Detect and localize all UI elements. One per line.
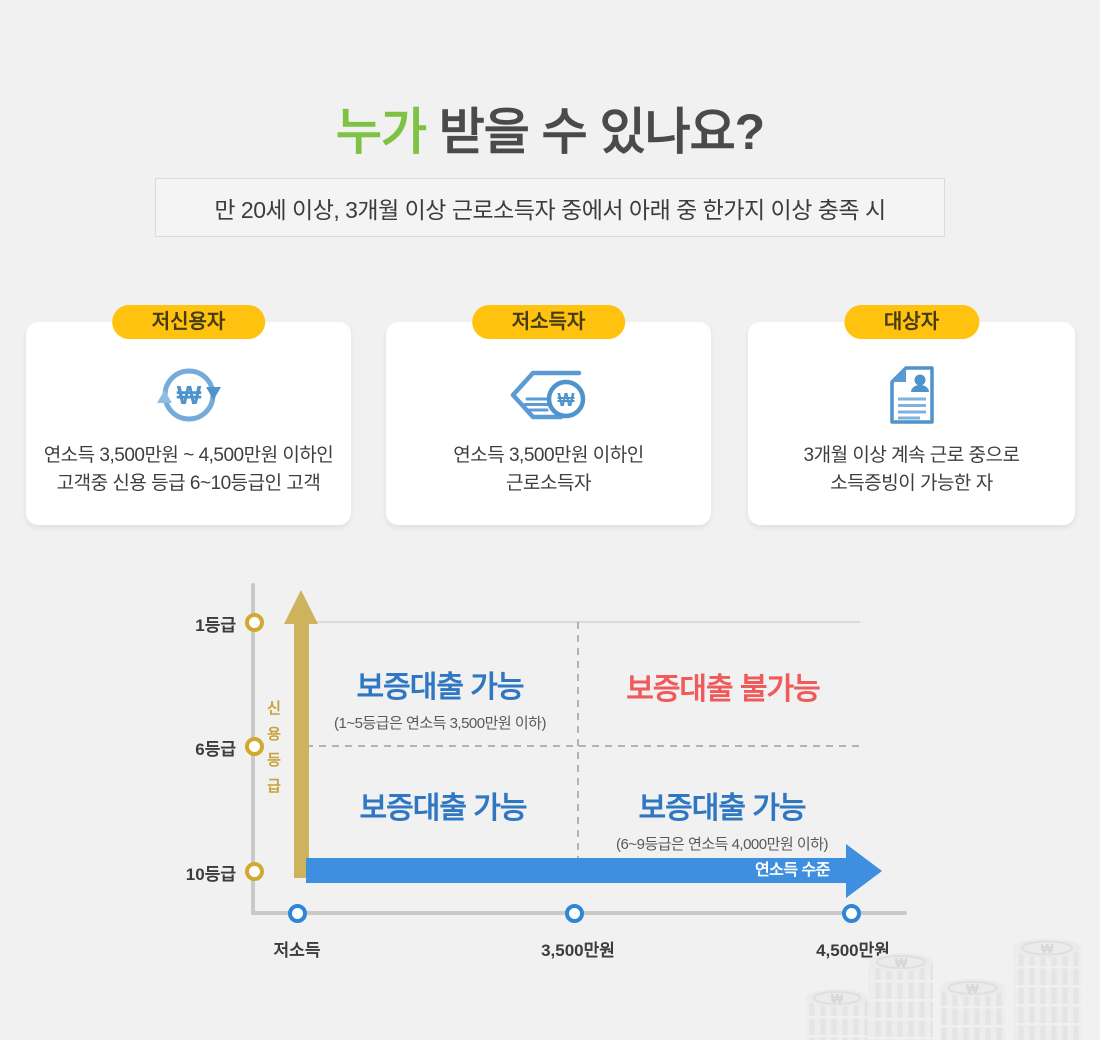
svg-text:₩: ₩ xyxy=(1041,941,1054,956)
x-tick-marker-low-income xyxy=(288,904,307,923)
income-3500-dashed-line xyxy=(577,622,579,858)
title-highlight: 누가 xyxy=(335,104,427,160)
x-tick-label: 3,500만원 xyxy=(541,941,615,960)
x-axis-label: 연소득 수준 xyxy=(754,862,831,879)
card-description-line2: 근로소득자 xyxy=(506,473,591,494)
card-description-line1: 연소득 3,500만원 ~ 4,500만원 이하인 xyxy=(43,445,334,466)
y-axis-label: 신용등급 xyxy=(267,700,281,795)
quadrant-title: 보증대출 가능 xyxy=(356,671,525,704)
card-description: 연소득 3,500만원 이하인 근로소득자 xyxy=(386,442,711,498)
card-description-line2: 소득증빙이 가능한 자 xyxy=(830,473,993,494)
quadrant-title: 보증대출 가능 xyxy=(359,792,528,825)
svg-text:₩: ₩ xyxy=(176,380,201,410)
credit-grade-arrow-head xyxy=(284,590,318,624)
card-description-line2: 고객중 신용 등급 6~10등급인 고객 xyxy=(56,473,321,494)
quadrant-caption: (1~5등급은 연소득 3,500만원 이하) xyxy=(334,715,546,732)
card-description-line1: 3개월 이상 계속 근로 중으로 xyxy=(803,445,1020,466)
card-target-person: 대상자 3개월 이상 계속 근로 중으로 소득증빙이 가능한 자 xyxy=(748,305,1075,525)
eligibility-condition-text: 만 20세 이상, 3개월 이상 근로소득자 중에서 아래 중 한가지 이상 충… xyxy=(214,196,886,223)
card-description: 3개월 이상 계속 근로 중으로 소득증빙이 가능한 자 xyxy=(748,442,1075,498)
svg-text:₩: ₩ xyxy=(831,991,844,1006)
quadrant-top-left: 보증대출 가능 (1~5등급은 연소득 3,500만원 이하) xyxy=(334,662,546,733)
coin-stack: ₩ xyxy=(806,989,868,1040)
coin-stack: ₩ xyxy=(869,953,933,1040)
grade1-gridline xyxy=(306,621,860,623)
grade6-dashed-line xyxy=(306,745,860,747)
income-level-arrow: 연소득 수준 xyxy=(306,858,846,883)
page-title: 누가 받을 수 있나요? xyxy=(0,92,1100,164)
y-tick-marker-grade6 xyxy=(245,737,264,756)
card-low-credit: 저신용자 ₩ 연소득 3,500만원 ~ 4,500만원 이하인 고객중 신용 … xyxy=(26,305,351,525)
eligibility-condition-box: 만 20세 이상, 3개월 이상 근로소득자 중에서 아래 중 한가지 이상 충… xyxy=(155,178,945,237)
coin-stacks-illustration: ₩ ₩ ₩ xyxy=(806,938,1081,1040)
quadrant-bottom-right: 보증대출 가능 (6~9등급은 연소득 4,000만원 이하) xyxy=(616,783,828,854)
y-tick-marker-grade10 xyxy=(245,862,264,881)
card-badge: 저신용자 xyxy=(111,305,266,339)
card-description-line1: 연소득 3,500만원 이하인 xyxy=(453,445,644,466)
x-tick-label: 4,500만원 xyxy=(816,941,890,960)
coin-stack: ₩ xyxy=(1013,938,1081,1040)
credit-grade-arrow xyxy=(294,622,309,878)
svg-text:₩: ₩ xyxy=(895,955,908,970)
x-tick-label: 저소득 xyxy=(273,941,321,960)
card-description: 연소득 3,500만원 ~ 4,500만원 이하인 고객중 신용 등급 6~10… xyxy=(26,442,351,498)
won-cycle-icon: ₩ xyxy=(26,358,351,432)
y-tick-label: 6등급 xyxy=(195,740,236,759)
quadrant-top-right: 보증대출 불가능 xyxy=(626,664,821,708)
coin-stack: ₩ xyxy=(940,979,1005,1040)
income-document-icon xyxy=(748,358,1075,432)
x-tick-marker-3500 xyxy=(565,904,584,923)
y-tick-marker-grade1 xyxy=(245,613,264,632)
quadrant-title: 보증대출 불가능 xyxy=(626,673,821,706)
x-tick-marker-4500 xyxy=(842,904,861,923)
quadrant-bottom-left: 보증대출 가능 xyxy=(359,783,528,827)
card-badge: 저소득자 xyxy=(471,305,626,339)
y-tick-label: 1등급 xyxy=(195,616,236,635)
svg-text:₩: ₩ xyxy=(557,390,574,410)
card-low-income: 저소득자 ₩ 연소득 3,500만원 이하인 근로소득자 xyxy=(386,305,711,525)
svg-text:₩: ₩ xyxy=(966,981,979,996)
income-level-arrow-head xyxy=(846,844,882,898)
y-tick-label: 10등급 xyxy=(185,865,236,884)
won-coin-fast-icon: ₩ xyxy=(386,358,711,432)
title-rest: 받을 수 있나요? xyxy=(425,104,765,160)
card-badge: 대상자 xyxy=(843,305,980,339)
quadrant-caption: (6~9등급은 연소득 4,000만원 이하) xyxy=(616,836,828,853)
quadrant-title: 보증대출 가능 xyxy=(638,792,807,825)
